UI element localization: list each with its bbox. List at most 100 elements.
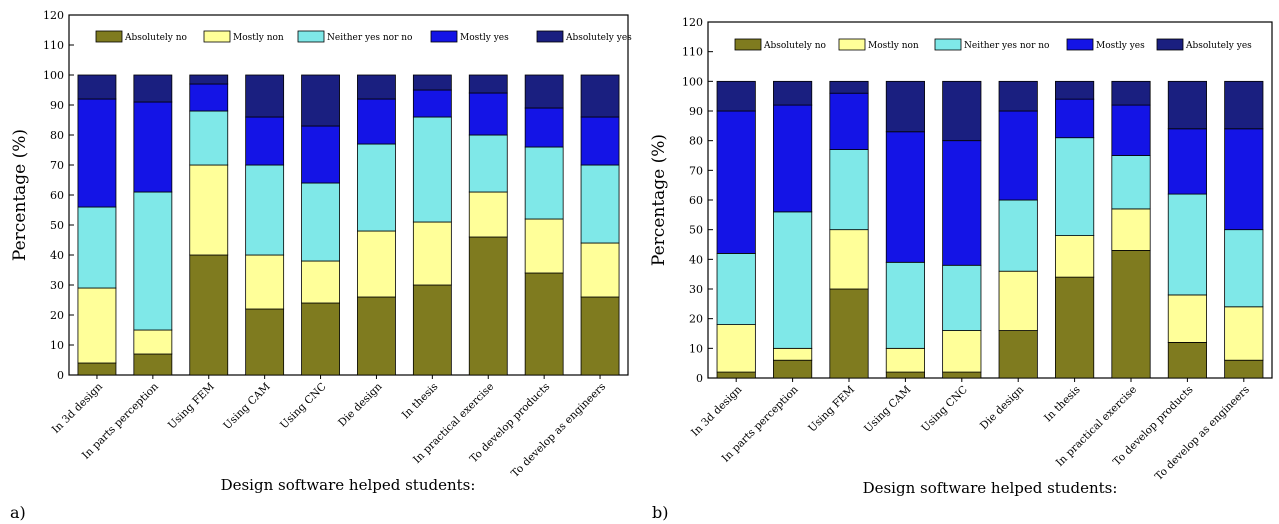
x-axis-title: Design software helped students: <box>221 476 476 494</box>
bar-segment-mostly-yes <box>998 110 1038 201</box>
bar-segment-absolutely-yes <box>1167 80 1207 130</box>
bar-segment-absolutely-no <box>716 371 756 379</box>
y-tick-label: 120 <box>682 16 703 29</box>
bar-segment-neither-yes-nor-no <box>412 116 452 223</box>
bar-segment-absolutely-no <box>1055 276 1095 379</box>
y-tick-label: 10 <box>50 339 64 352</box>
chart-panel-b: 0 10 20 30 40 50 60 70 80 90 100 110 120 In 3d design… <box>649 16 1273 522</box>
legend-label: Mostly non <box>233 33 284 43</box>
bar-segment-mostly-non <box>133 329 173 355</box>
y-tick-label: 10 <box>689 342 703 355</box>
bar-segment-absolutely-yes <box>245 74 285 118</box>
bar-segment-mostly-yes <box>133 101 173 193</box>
y-tick-label: 20 <box>50 309 64 322</box>
bar-segment-absolutely-no <box>189 254 229 376</box>
bar-segment-mostly-yes <box>524 107 564 148</box>
panel-label: a) <box>10 503 26 522</box>
category-label: To develop as engineers <box>509 381 608 480</box>
y-tick-label: 40 <box>689 253 703 266</box>
y-tick-label: 60 <box>50 189 64 202</box>
y-tick-label: 30 <box>50 279 64 292</box>
bar-segment-absolutely-no <box>998 330 1038 379</box>
bar-segment-neither-yes-nor-no <box>301 182 340 262</box>
bar-segment-absolutely-no <box>885 371 925 379</box>
bar-segment-mostly-non <box>829 229 869 290</box>
y-axis-title: Percentage (%) <box>10 129 30 261</box>
legend-swatch <box>1066 38 1094 51</box>
bar-segment-mostly-yes <box>1167 128 1207 195</box>
bar-segment-mostly-non <box>524 218 564 274</box>
bar-segment-absolutely-no <box>580 296 620 376</box>
bar-segment-mostly-non <box>1111 208 1151 251</box>
bar-segment-neither-yes-nor-no <box>942 264 982 331</box>
bar-segment-neither-yes-nor-no <box>1167 193 1207 296</box>
legend-label: Mostly yes <box>1096 41 1145 51</box>
bar-segment-absolutely-no <box>77 362 117 376</box>
y-tick-label: 0 <box>57 369 64 382</box>
bar-segment-mostly-yes <box>1055 98 1095 139</box>
category-label: Using FEM <box>806 383 857 434</box>
bar-segment-mostly-yes <box>580 116 620 166</box>
y-axis-title: Percentage (%) <box>649 134 669 266</box>
bar-segment-mostly-yes <box>357 98 396 145</box>
y-tick-label: 50 <box>689 224 703 237</box>
category-label: To develop as engineers <box>1153 384 1252 483</box>
legend-label: Absolutely yes <box>1185 41 1252 51</box>
bar-segment-mostly-yes <box>716 110 756 254</box>
x-axis-title: Design software helped students: <box>863 479 1118 497</box>
bar-segment-mostly-non <box>468 191 508 238</box>
category-label: Using CNC <box>919 384 970 435</box>
bar-segment-absolutely-yes <box>998 80 1038 112</box>
bar-segment-neither-yes-nor-no <box>773 211 813 349</box>
bar-segment-mostly-non <box>77 287 117 364</box>
y-tick-label: 100 <box>43 69 64 82</box>
bar-segment-mostly-non <box>301 260 340 304</box>
category-label: In 3d design <box>50 380 105 435</box>
category-label: Using CAM <box>221 380 273 432</box>
bar-segment-mostly-non <box>885 347 925 373</box>
bar-segment-absolutely-yes <box>942 80 982 142</box>
bar-segment-neither-yes-nor-no <box>829 149 869 231</box>
bar-segment-neither-yes-nor-no <box>77 206 117 289</box>
legend-swatch <box>1156 38 1184 51</box>
bar-segment-mostly-non <box>773 347 813 361</box>
bar-segment-mostly-yes <box>189 83 229 112</box>
chart-panel-a: 0 10 20 30 40 50 60 70 80 90 100 110 120 In 3d design… <box>10 9 632 522</box>
bar-segment-absolutely-yes <box>1055 80 1095 100</box>
legend-swatch <box>430 30 458 43</box>
legend-label: Absolutely no <box>763 41 826 51</box>
bar-segment-absolutely-no <box>1167 341 1207 379</box>
y-tick-label: 40 <box>50 249 64 262</box>
legend-swatch <box>203 30 231 43</box>
legend-swatch <box>536 30 564 43</box>
bar-segment-mostly-non <box>998 270 1038 331</box>
bar-segment-mostly-non <box>1224 306 1264 361</box>
legend-swatch <box>838 38 866 51</box>
category-label: In thesis <box>400 381 441 422</box>
legend-swatch <box>734 38 762 51</box>
y-tick-label: 0 <box>696 372 703 385</box>
bar-segment-absolutely-no <box>133 353 173 376</box>
bar-segment-absolutely-no <box>773 359 813 379</box>
bar-segment-neither-yes-nor-no <box>716 252 756 325</box>
bar-segment-absolutely-yes <box>468 74 508 94</box>
bar-segment-neither-yes-nor-no <box>468 134 508 193</box>
y-tick-label: 120 <box>43 9 64 22</box>
bar-segment-mostly-non <box>942 330 982 373</box>
category-label: Die design <box>978 383 1027 432</box>
bar-segment-absolutely-no <box>301 302 340 376</box>
legend-label: Neither yes nor no <box>964 41 1049 51</box>
bar-segment-mostly-non <box>580 242 620 298</box>
y-tick-label: 90 <box>689 105 703 118</box>
bar-segment-neither-yes-nor-no <box>245 164 285 256</box>
y-tick-label: 80 <box>50 129 64 142</box>
bar-segment-absolutely-yes <box>716 80 756 112</box>
bar-segment-neither-yes-nor-no <box>998 199 1038 272</box>
y-tick-label: 60 <box>689 194 703 207</box>
bar-segment-absolutely-yes <box>773 80 813 106</box>
bar-segment-mostly-yes <box>301 125 340 184</box>
bar-segment-neither-yes-nor-no <box>580 164 620 244</box>
legend-swatch <box>95 30 123 43</box>
legend-label: Mostly yes <box>460 33 509 43</box>
